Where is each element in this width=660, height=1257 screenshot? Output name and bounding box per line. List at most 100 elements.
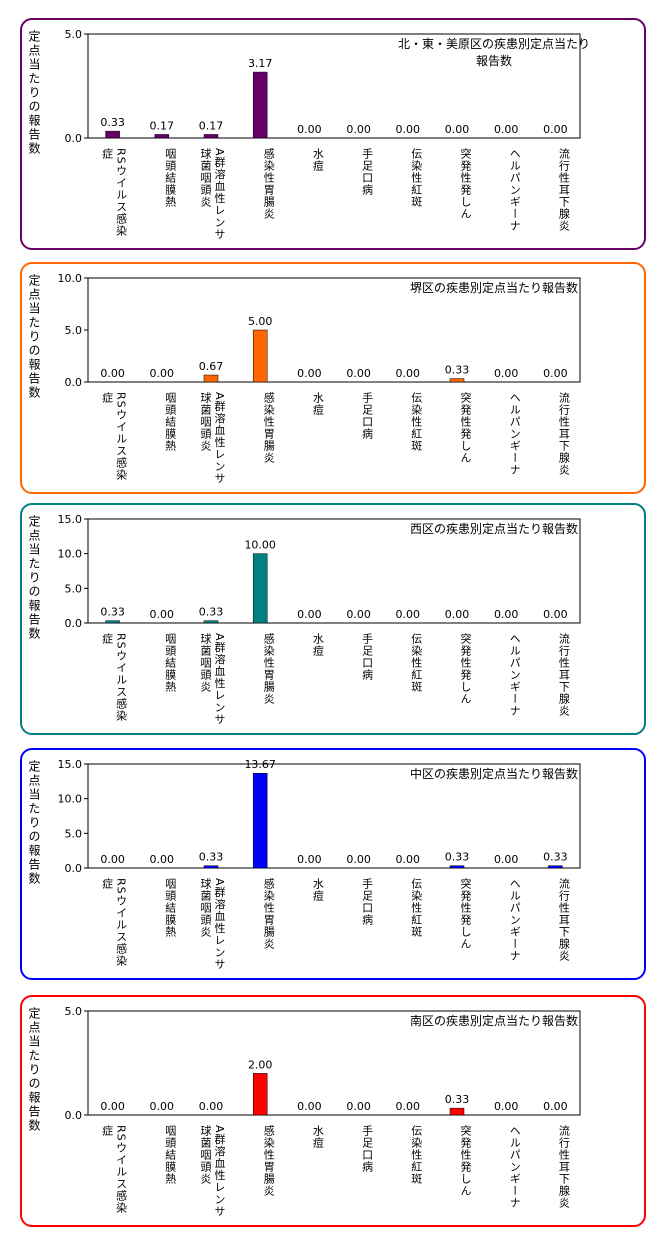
- value-label: 0.33: [543, 851, 568, 864]
- x-tick-label: 突発性発しん: [459, 878, 472, 950]
- y-tick-label: 0.0: [65, 862, 83, 875]
- value-label: 0.00: [543, 1100, 568, 1113]
- value-label: 0.00: [396, 367, 421, 380]
- y-tick-label: 5.0: [65, 324, 83, 337]
- value-label: 0.00: [297, 1100, 322, 1113]
- bar: [252, 772, 268, 869]
- y-tick-label: 10.0: [58, 793, 83, 806]
- value-label: 0.00: [150, 1100, 175, 1113]
- x-tick-label: 咽頭結膜熱: [163, 1125, 177, 1185]
- chart: 0.0 5.0 0.33 0.17 0.17 3.17 0.00 0.00 0.00 0.00 0.…: [65, 28, 581, 145]
- x-tick-label: A群溶血性レンサ球菌咽頭炎: [199, 392, 226, 485]
- bar: [252, 553, 268, 624]
- value-label: 2.00: [248, 1058, 273, 1071]
- value-label: 0.33: [100, 606, 125, 619]
- plot-area: [87, 763, 581, 869]
- value-label: 0.00: [100, 1100, 125, 1113]
- bar: [252, 329, 268, 383]
- x-tick-label: 手足口病: [360, 633, 374, 681]
- x-tick-label: 水痘: [311, 392, 325, 416]
- value-label: 0.00: [543, 123, 568, 136]
- x-tick-label: 突発性発しん: [459, 392, 472, 464]
- x-tick-label: 感染性胃腸炎: [262, 878, 276, 950]
- chart-title: 西区の疾患別定点当たり報告数: [409, 522, 578, 536]
- x-tick-label: 咽頭結膜熱: [163, 878, 177, 938]
- y-tick-label: 10.0: [58, 272, 83, 285]
- plot-area: [87, 1010, 581, 1116]
- y-tick-label: 0.0: [65, 1109, 83, 1122]
- value-label: 13.67: [244, 758, 276, 771]
- chart-panel: 0.0 5.0 10.0 0.00 0.00 0.67 5.00 0.00 0.00 0.00 0.…: [20, 262, 646, 494]
- y-tick-label: 0.0: [65, 132, 83, 145]
- x-tick-label: 伝染性紅斑: [409, 1125, 423, 1185]
- bar: [105, 130, 120, 139]
- bar: [548, 865, 563, 869]
- x-tick-label: RSウイルス感染症: [100, 148, 128, 237]
- value-label: 0.00: [346, 123, 371, 136]
- x-tick-label: 伝染性紅斑: [409, 148, 423, 208]
- bar: [449, 865, 465, 869]
- value-label: 0.00: [445, 123, 470, 136]
- x-tick-label: 手足口病: [360, 878, 374, 926]
- value-label: 0.00: [543, 367, 568, 380]
- bar: [252, 71, 268, 139]
- value-label: 0.17: [199, 119, 224, 132]
- x-tick-label: 感染性胃腸炎: [262, 633, 276, 705]
- y-tick-label: 5.0: [65, 1005, 83, 1018]
- value-label: 0.00: [346, 853, 371, 866]
- x-tick-label: 流行性耳下腺炎: [557, 148, 571, 232]
- value-label: 0.00: [494, 367, 519, 380]
- y-axis-title: 定点当たりの報告数: [27, 1007, 41, 1133]
- x-tick-label: 突発性発しん: [459, 148, 472, 220]
- y-axis-title: 定点当たりの報告数: [27, 30, 41, 156]
- value-label: 0.00: [297, 123, 322, 136]
- bar: [449, 1107, 465, 1116]
- bar: [449, 378, 465, 383]
- x-tick-label: A群溶血性レンサ球菌咽頭炎: [199, 1125, 226, 1218]
- x-tick-label: ヘルパンギーナ: [508, 148, 522, 232]
- y-tick-label: 5.0: [65, 827, 83, 840]
- x-tick-label: 流行性耳下腺炎: [557, 878, 571, 962]
- bar: [203, 620, 219, 624]
- value-label: 0.00: [396, 853, 421, 866]
- plot-area: [87, 518, 581, 624]
- chart-title: 中区の疾患別定点当たり報告数: [409, 767, 578, 781]
- x-tick-label: ヘルパンギーナ: [508, 878, 522, 962]
- y-axis-title: 定点当たりの報告数: [27, 274, 41, 400]
- value-label: 0.00: [297, 608, 322, 621]
- chart: 0.0 5.0 10.0 15.0 0.33 0.00 0.33 10.00 0.00 0.00 0…: [58, 513, 581, 630]
- value-label: 0.00: [297, 853, 322, 866]
- value-label: 0.00: [494, 123, 519, 136]
- value-label: 0.00: [396, 123, 421, 136]
- value-label: 0.00: [100, 367, 125, 380]
- value-label: 0.33: [199, 851, 224, 864]
- x-tick-label: 流行性耳下腺炎: [557, 1125, 571, 1209]
- x-tick-label: 咽頭結膜熱: [163, 392, 177, 452]
- x-tick-label: 伝染性紅斑: [409, 392, 423, 452]
- value-label: 0.00: [346, 1100, 371, 1113]
- x-tick-label: 水痘: [311, 878, 325, 902]
- x-tick-label: ヘルパンギーナ: [508, 633, 522, 717]
- value-label: 0.33: [445, 364, 470, 377]
- bar: [203, 134, 219, 139]
- x-tick-label: RSウイルス感染症: [100, 878, 128, 967]
- x-tick-label: 流行性耳下腺炎: [557, 392, 571, 476]
- bar: [203, 374, 219, 383]
- chart: 0.0 5.0 10.0 0.00 0.00 0.67 5.00 0.00 0.00 0.00 0.…: [58, 272, 581, 389]
- y-tick-label: 0.0: [65, 617, 83, 630]
- chart-title: 北・東・美原区の疾患別定点当たり報告数: [397, 37, 590, 68]
- x-tick-label: 咽頭結膜熱: [163, 148, 177, 208]
- value-label: 0.00: [346, 367, 371, 380]
- value-label: 0.00: [346, 608, 371, 621]
- value-label: 0.00: [494, 853, 519, 866]
- value-label: 0.00: [445, 608, 470, 621]
- x-tick-label: 手足口病: [360, 1125, 374, 1173]
- value-label: 0.00: [297, 367, 322, 380]
- value-label: 0.00: [199, 1100, 224, 1113]
- value-label: 0.33: [199, 606, 224, 619]
- value-label: 0.00: [494, 1100, 519, 1113]
- x-tick-label: A群溶血性レンサ球菌咽頭炎: [199, 148, 226, 241]
- x-tick-label: A群溶血性レンサ球菌咽頭炎: [199, 878, 226, 971]
- value-label: 0.67: [199, 360, 224, 373]
- chart: 0.0 5.0 0.00 0.00 0.00 2.00 0.00 0.00 0.00 0.33 0.…: [65, 1005, 581, 1122]
